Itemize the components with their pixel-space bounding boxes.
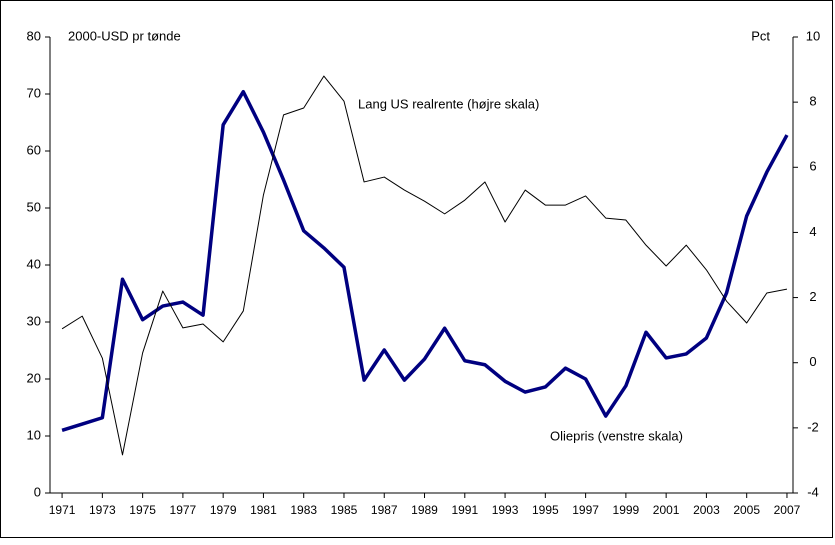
series-line <box>61 75 788 456</box>
x-tick-label: 1989 <box>411 503 438 517</box>
y2-tick-label: -4 <box>807 484 819 499</box>
y-tick-label: 10 <box>27 427 41 442</box>
series-line <box>61 89 789 432</box>
y2-axis-label: Pct <box>751 28 770 43</box>
y-tick-label: 70 <box>27 85 41 100</box>
y-axis-label: 2000-USD pr tønde <box>68 28 181 43</box>
y-tick-label: 20 <box>27 370 41 385</box>
x-tick-label: 1995 <box>532 503 559 517</box>
y-tick-label: 50 <box>27 199 41 214</box>
x-tick-label: 1973 <box>89 503 116 517</box>
x-tick-label: 1993 <box>492 503 519 517</box>
x-tick-label: 1981 <box>250 503 277 517</box>
x-tick-label: 1997 <box>572 503 599 517</box>
y2-tick-label: 8 <box>809 94 816 109</box>
y2-tick-label: 2 <box>809 289 816 304</box>
x-tick-label: 1983 <box>290 503 317 517</box>
x-tick-label: 1987 <box>371 503 398 517</box>
annotation: Oliepris (venstre skala) <box>550 428 683 443</box>
x-tick-label: 1979 <box>210 503 237 517</box>
x-tick-label: 2001 <box>653 503 680 517</box>
y-tick-label: 60 <box>27 142 41 157</box>
y2-tick-label: -2 <box>807 419 819 434</box>
annotation: Lang US realrente (højre skala) <box>358 96 539 111</box>
y-tick-label: 80 <box>27 28 41 43</box>
x-tick-label: 1977 <box>170 503 197 517</box>
y-tick-label: 0 <box>34 484 41 499</box>
x-tick-label: 2003 <box>693 503 720 517</box>
x-tick-label: 1999 <box>613 503 640 517</box>
x-tick-label: 1975 <box>129 503 156 517</box>
y-tick-label: 40 <box>27 256 41 271</box>
y2-tick-label: 4 <box>809 224 816 239</box>
y2-tick-label: 6 <box>809 159 816 174</box>
y2-tick-label: 0 <box>809 354 816 369</box>
x-tick-label: 2005 <box>733 503 760 517</box>
x-tick-label: 1971 <box>49 503 76 517</box>
x-tick-label: 1991 <box>451 503 478 517</box>
x-tick-label: 2007 <box>774 503 801 517</box>
y2-tick-label: 10 <box>806 28 820 43</box>
y-tick-label: 30 <box>27 313 41 328</box>
x-tick-label: 1985 <box>331 503 358 517</box>
